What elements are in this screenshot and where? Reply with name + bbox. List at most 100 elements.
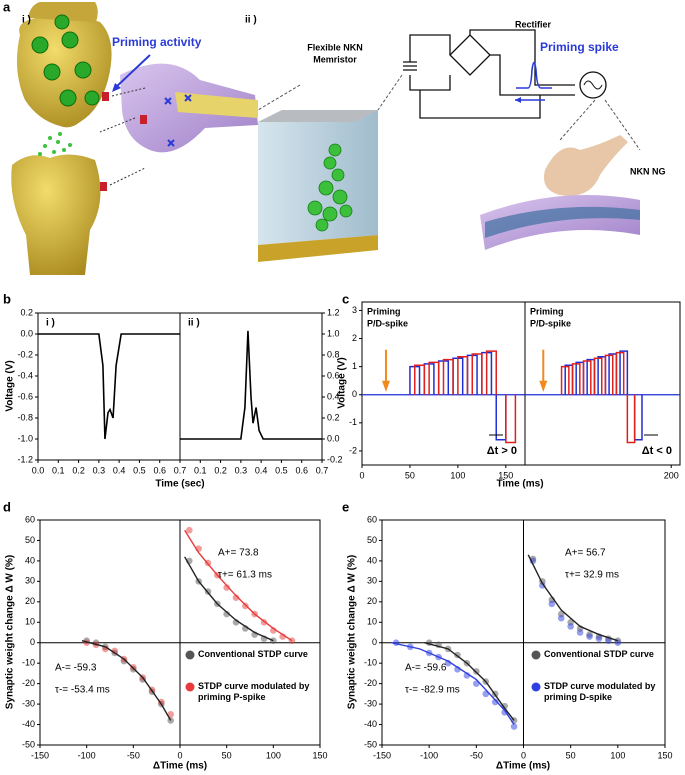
pulse — [582, 360, 592, 395]
y-axis-label: Synaptic weight change Δ W (%) — [347, 555, 358, 709]
y-tick-label: 40 — [367, 555, 377, 565]
y-tick-label: 50 — [25, 535, 35, 545]
data-point — [605, 637, 612, 644]
panel-label: e — [342, 499, 349, 514]
plot-frame — [179, 312, 323, 461]
pulse — [471, 353, 483, 395]
y-tick-label: 10 — [25, 617, 35, 627]
data-point — [491, 698, 499, 706]
annotation: τ+= 32.9 ms — [565, 570, 619, 581]
y-tick-label: 2 — [352, 333, 357, 343]
y-tick-label: 20 — [25, 596, 35, 606]
x-tick-label: 0.6 — [153, 465, 166, 475]
y-tick-label: -0.4 — [17, 370, 33, 380]
panel-label: c — [342, 291, 349, 306]
x-tick-label: -150 — [31, 750, 49, 760]
pulse — [571, 363, 581, 395]
data-point — [270, 637, 277, 644]
y-tick-label: -0.8 — [17, 412, 33, 422]
x-tick-label: 0.1 — [194, 465, 207, 475]
data-point — [567, 623, 574, 630]
data-point — [510, 723, 518, 730]
y-tick-label: 0.0 — [20, 328, 33, 338]
y-tick-label: 0.2 — [327, 412, 340, 422]
sub-label: ii ) — [245, 15, 257, 26]
y-tick-label: -20 — [22, 678, 35, 688]
x-tick-label: -100 — [420, 750, 438, 760]
x-tick-label: -50 — [470, 750, 483, 760]
y-tick-label: -50 — [22, 739, 35, 749]
annotation: A-= -59.6 — [405, 663, 447, 674]
pulse — [505, 394, 517, 444]
pulse — [604, 354, 614, 395]
data-point — [223, 610, 230, 618]
legend-label: STDP curve modulated by priming P-spike — [198, 681, 310, 702]
y-tick-label: -0.6 — [17, 391, 33, 401]
y-tick-label: 0.2 — [20, 307, 33, 317]
data-point — [186, 526, 193, 534]
x-axis-label: ΔTime (ms) — [153, 761, 207, 772]
x-tick-label: 100 — [266, 750, 281, 760]
panel-label: a — [3, 0, 11, 14]
x-tick-label: -100 — [78, 750, 96, 760]
data-point — [529, 557, 537, 565]
pulse — [560, 365, 570, 395]
y-tick-label: 0.8 — [327, 349, 340, 359]
fit-curve — [391, 642, 515, 725]
data-point — [130, 663, 137, 671]
legend-entry: Conventional STDP curve — [198, 649, 308, 659]
x-tick-label: 150 — [312, 750, 327, 760]
y-tick-label: -2 — [349, 445, 357, 455]
data-point — [223, 584, 230, 591]
data-point — [576, 629, 584, 636]
x-axis-label: Time (sec) — [155, 479, 204, 490]
y-tick-label: 1.2 — [327, 307, 340, 317]
y-tick-label: 0 — [30, 637, 35, 647]
data-point — [539, 582, 546, 589]
y-tick-label: 1.0 — [327, 328, 340, 338]
y-axis-label: Voltage (V) — [337, 357, 348, 408]
data-point — [232, 594, 240, 602]
y-tick-label: -0.2 — [17, 349, 33, 359]
x-tick-label: 100 — [450, 470, 465, 480]
pulse — [413, 364, 426, 395]
y-tick-label: -40 — [364, 719, 377, 729]
x-tick-label: 0.5 — [133, 465, 146, 475]
x-axis-label: ΔTime (ms) — [496, 761, 550, 772]
x-tick-label: 50 — [405, 470, 415, 480]
annotation: P/D-spike — [367, 318, 408, 328]
y-tick-label: -20 — [364, 678, 377, 688]
annotation: A+= 73.8 — [218, 548, 259, 559]
x-tick-label: 0.2 — [72, 465, 85, 475]
x-tick-label: 150 — [498, 470, 513, 480]
ng-label: NKN NG — [630, 166, 666, 176]
x-tick-label: 0.7 — [174, 465, 187, 475]
legend-marker — [185, 650, 195, 660]
legend-label: STDP curve modulated by priming D-spike — [544, 681, 656, 702]
x-tick-label: 0.2 — [214, 465, 227, 475]
y-tick-label: 0.4 — [327, 391, 340, 401]
synapse-illustration — [11, 2, 258, 275]
y-tick-label: -30 — [364, 698, 377, 708]
sub-label: i ) — [22, 15, 31, 26]
x-tick-label: 0 — [359, 470, 364, 480]
y-tick-label: 0 — [352, 389, 357, 399]
x-tick-label: 0.1 — [52, 465, 65, 475]
legend-entry: STDP curve modulated by priming P-spike — [198, 681, 310, 702]
pulse — [619, 350, 629, 395]
y-tick-label: 20 — [367, 596, 377, 606]
pulse — [633, 394, 643, 441]
legend-marker — [185, 682, 195, 692]
priming-activity-label: Priming activity — [112, 35, 202, 49]
x-tick-label: 50 — [566, 750, 576, 760]
y-tick-label: 0.6 — [327, 370, 340, 380]
panel-label: b — [3, 291, 11, 306]
rectifier-label: Rectifier — [515, 19, 552, 29]
data-point — [167, 711, 174, 718]
y-tick-label: 10 — [367, 617, 377, 627]
x-tick-label: 0.4 — [113, 465, 126, 475]
y-tick-label: -1.0 — [17, 433, 33, 443]
plot-frame — [37, 312, 181, 461]
legend-entry: Conventional STDP curve — [544, 649, 654, 659]
